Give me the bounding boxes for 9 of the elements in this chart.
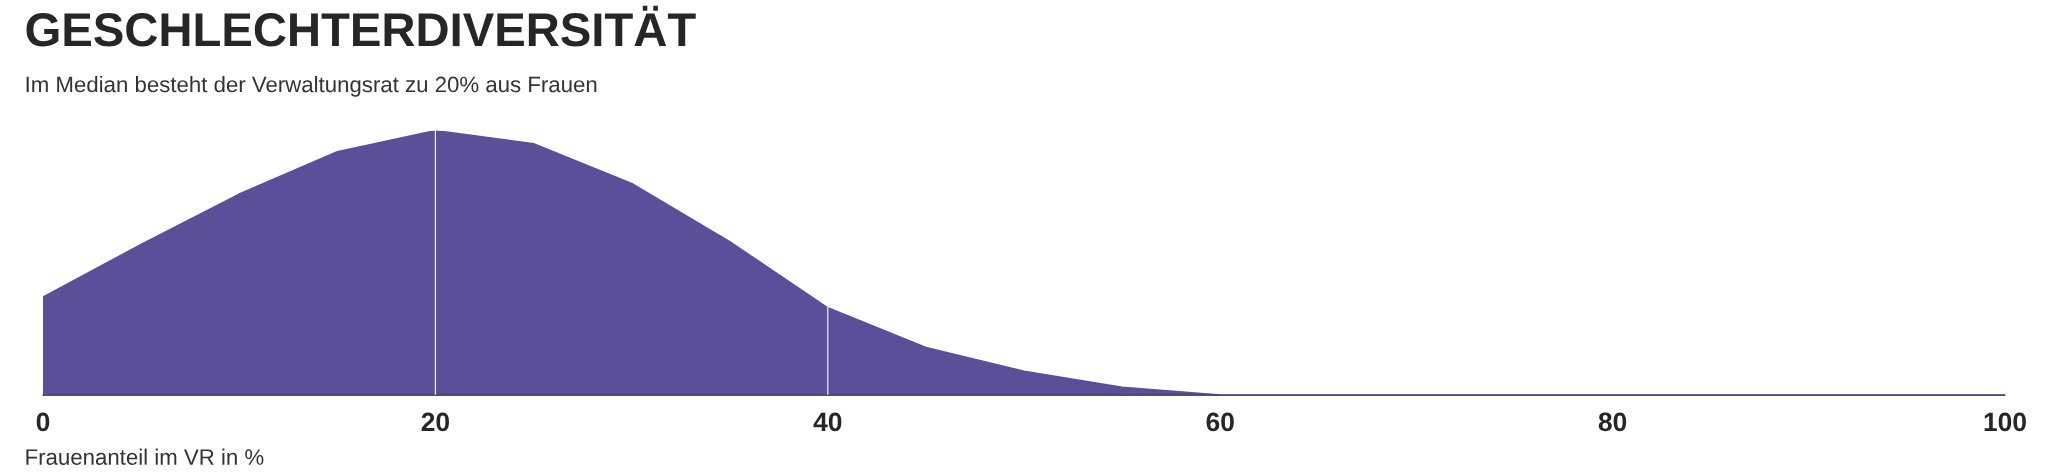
x-tick-label: 40 (813, 412, 842, 432)
x-tick-label: 0 (36, 412, 50, 432)
x-tick-label: 100 (1984, 412, 2026, 432)
chart-title: GESCHLECHTERDIVERSITÄT (26, 5, 696, 47)
x-tick-label: 20 (421, 412, 449, 432)
x-tick-label: 80 (1598, 412, 1627, 432)
x-axis-title: Frauenanteil im VR in % (26, 448, 264, 465)
chart-subtitle: Im Median besteht der Verwaltungsrat zu 20% aus Frauen (26, 76, 597, 97)
x-tick-label: 60 (1206, 412, 1234, 432)
